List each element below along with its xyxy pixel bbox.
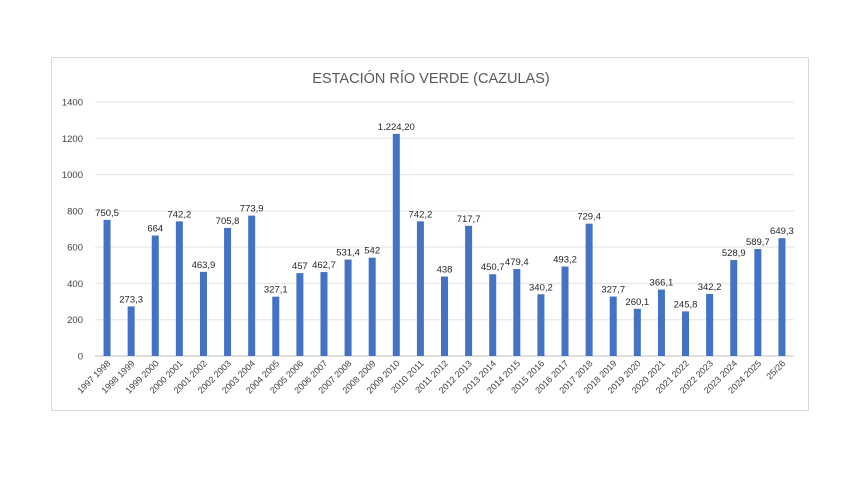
data-label: 273,3 bbox=[119, 294, 143, 305]
bar bbox=[416, 221, 424, 356]
bar bbox=[730, 260, 738, 356]
data-label: 649,3 bbox=[770, 226, 794, 237]
bar bbox=[561, 266, 569, 356]
bar bbox=[706, 293, 714, 356]
data-label: 327,7 bbox=[601, 285, 625, 296]
bar bbox=[441, 276, 448, 356]
bar bbox=[465, 225, 473, 356]
data-label: 479,4 bbox=[505, 257, 529, 268]
data-label: 750,5 bbox=[95, 208, 119, 219]
bar bbox=[272, 296, 280, 356]
data-label: 705,8 bbox=[216, 216, 240, 227]
data-label: 717,7 bbox=[457, 214, 481, 225]
bar bbox=[199, 271, 207, 356]
bar bbox=[368, 257, 376, 356]
y-tick-label: 1000 bbox=[62, 170, 83, 181]
bar bbox=[754, 249, 762, 356]
data-label: 327,1 bbox=[264, 285, 288, 296]
data-label: 589,7 bbox=[746, 237, 770, 248]
bar bbox=[657, 289, 665, 356]
data-label: 1.224,20 bbox=[378, 122, 415, 133]
bars bbox=[103, 133, 786, 356]
bar bbox=[151, 235, 159, 356]
y-tick-label: 600 bbox=[67, 243, 83, 254]
data-label: 531,4 bbox=[336, 248, 360, 259]
bar bbox=[127, 306, 135, 356]
x-tick-label: 25/26 bbox=[764, 358, 787, 381]
bar bbox=[344, 259, 352, 356]
data-label: 340,2 bbox=[529, 282, 553, 293]
bar bbox=[513, 269, 521, 356]
bar-chart: ESTACIÓN RÍO VERDE (CAZULAS) 0 200 400 600 8… bbox=[62, 70, 794, 395]
data-label: 463,9 bbox=[192, 260, 216, 271]
bar bbox=[175, 221, 183, 356]
data-label: 366,1 bbox=[650, 278, 674, 289]
data-label: 450,7 bbox=[481, 262, 505, 273]
bar bbox=[778, 238, 786, 356]
y-tick-label: 200 bbox=[67, 315, 83, 326]
bar bbox=[296, 273, 304, 356]
data-label: 462,7 bbox=[312, 260, 336, 271]
data-label: 260,1 bbox=[625, 297, 649, 308]
data-label: 438 bbox=[437, 265, 453, 276]
chart-area: ESTACIÓN RÍO VERDE (CAZULAS) 0 200 400 600 8… bbox=[51, 57, 809, 411]
y-tick-label: 1400 bbox=[62, 98, 83, 109]
bar bbox=[633, 308, 641, 356]
data-label: 742,2 bbox=[409, 209, 433, 220]
bar bbox=[537, 294, 545, 356]
data-label: 742,2 bbox=[167, 209, 191, 220]
data-label: 664 bbox=[147, 224, 163, 235]
bar bbox=[585, 223, 593, 356]
data-label: 773,9 bbox=[240, 204, 264, 215]
bar bbox=[392, 133, 400, 356]
data-label: 729,4 bbox=[577, 212, 601, 223]
bar bbox=[103, 219, 111, 356]
y-tick-label: 0 bbox=[78, 352, 83, 363]
chart-title: ESTACIÓN RÍO VERDE (CAZULAS) bbox=[312, 70, 549, 87]
bar bbox=[489, 274, 497, 356]
y-tick-label: 400 bbox=[67, 279, 83, 290]
data-label: 528,9 bbox=[722, 248, 746, 259]
data-label: 245,8 bbox=[674, 299, 698, 310]
data-label: 493,2 bbox=[553, 255, 577, 266]
data-label: 457 bbox=[292, 261, 308, 272]
y-axis-ticks: 0 200 400 600 800 1000 1200 1400 bbox=[62, 98, 83, 363]
y-tick-label: 800 bbox=[67, 206, 83, 217]
bar bbox=[682, 311, 690, 356]
bar bbox=[609, 296, 617, 356]
y-tick-label: 1200 bbox=[62, 134, 83, 145]
data-label: 542 bbox=[364, 246, 380, 257]
bar bbox=[320, 272, 328, 356]
bar bbox=[224, 227, 232, 356]
bar bbox=[248, 215, 256, 356]
data-label: 342,2 bbox=[698, 282, 722, 293]
